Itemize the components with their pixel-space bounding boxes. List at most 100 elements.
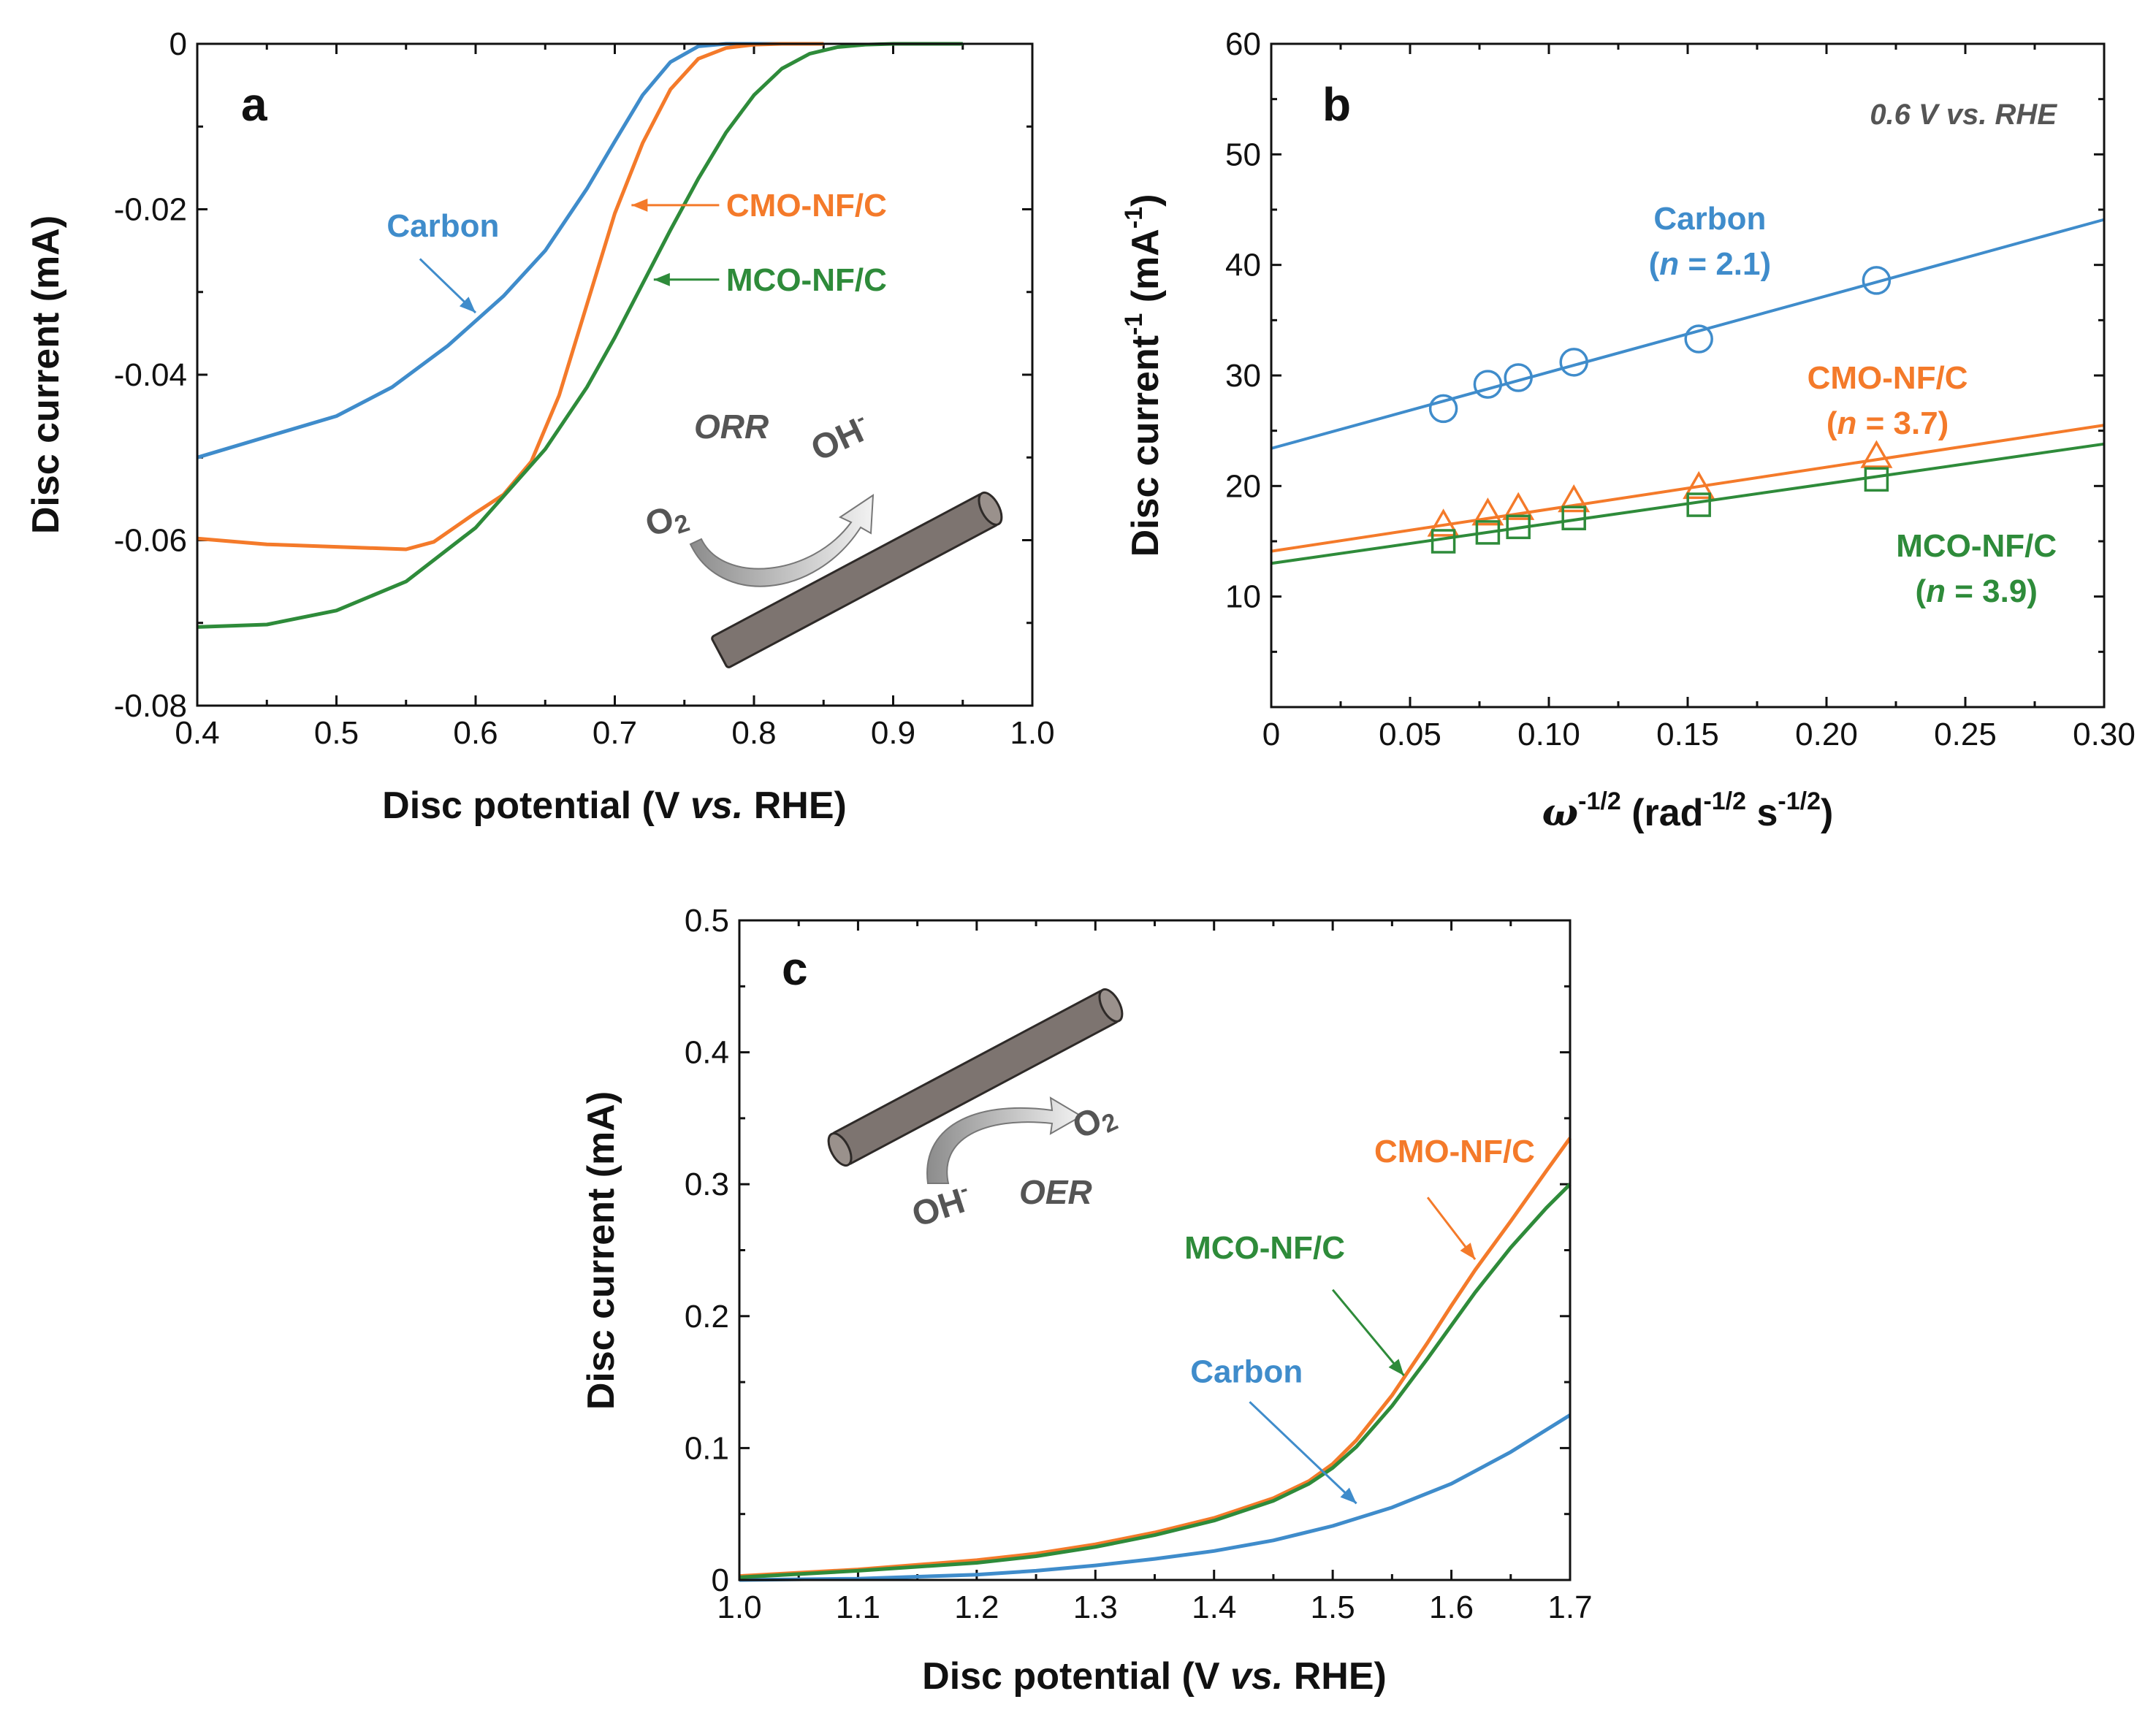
- y-tick-label: 60: [1225, 26, 1261, 62]
- x-tick-label: 1.4: [1192, 1589, 1236, 1625]
- panel-a-letter: a: [241, 78, 267, 131]
- x-tick-label: 1.3: [1073, 1589, 1118, 1625]
- marker-mco-nf-c: [1475, 520, 1501, 545]
- x-tick-label: 0.10: [1517, 717, 1580, 752]
- marker-mco-nf-c: [1686, 492, 1711, 517]
- x-tick-label: 0.25: [1934, 717, 1997, 752]
- panel-b-ticks: 0 0.05 0.10 0.15 0.20 0.25 0.30 10 20 30 40 50 60: [1225, 26, 2136, 752]
- panel-b-condition: 0.6 V vs. RHE: [1870, 99, 2057, 131]
- panel-b-series: [1271, 218, 2105, 565]
- y-tick-label: 0.3: [685, 1167, 729, 1202]
- panel-b-annotations: Carbon (n = 2.1) CMO-NF/C (n = 3.7) MCO-NF/C…: [1649, 201, 2057, 609]
- panel-a-ticks: 0.4 0.5 0.6 0.7 0.8 0.9 1.0 0 -0.02 -0.04 -0.06 -0.…: [114, 26, 1055, 751]
- label-mco-nf-c: MCO-NF/C: [1184, 1230, 1345, 1266]
- marker-mco-nf-c: [1561, 505, 1586, 530]
- panel-c-ticks: 1.0 1.1 1.2 1.3 1.4 1.5 1.6 1.7 0 0.1 0.2 0.3 0.4 0.5: [685, 903, 1593, 1625]
- pointer-arrowhead: [1460, 1243, 1476, 1260]
- o2-label-a: O2: [641, 495, 693, 549]
- panel-a-inset: ORR O2 OH-: [641, 406, 1003, 668]
- orr-label: ORR: [694, 408, 769, 446]
- x-tick-label: 1.0: [1010, 715, 1054, 751]
- marker-cmo-nf-c: [1558, 484, 1591, 513]
- oer-curved-arrow: [926, 1096, 1083, 1184]
- panel-b-x-axis-label: ω-1/2 (rad-1/2 s-1/2): [1542, 787, 1834, 835]
- label-n-value: (n = 3.7): [1826, 405, 1949, 441]
- marker-mco-nf-c: [1864, 467, 1889, 492]
- marker-carbon: [1862, 266, 1892, 295]
- y-tick-label: -0.06: [114, 523, 187, 559]
- x-tick-label: 0.15: [1656, 717, 1719, 752]
- x-tick-label: 1.1: [836, 1589, 880, 1625]
- marker-mco-nf-c: [1506, 514, 1531, 540]
- y-tick-label: 30: [1225, 358, 1261, 394]
- panel-a-x-axis-label: Disc potential (V vs. RHE): [382, 785, 847, 827]
- marker-cmo-nf-c: [1683, 470, 1715, 500]
- panel-c-annotations: CMO-NF/C MCO-NF/C Carbon: [1184, 1134, 1535, 1505]
- marker-cmo-nf-c: [1860, 440, 1893, 468]
- marker-cmo-nf-c: [1471, 497, 1504, 526]
- fit-line-cmo-nf-c: [1271, 424, 2105, 553]
- x-tick-label: 1.6: [1429, 1589, 1474, 1625]
- y-tick-label: 0.1: [685, 1430, 729, 1466]
- series-line-carbon: [739, 1413, 1572, 1582]
- series-line-mco-nf-c: [739, 1183, 1572, 1579]
- svg-text:O2: O2: [641, 495, 693, 549]
- svg-text:O2: O2: [1067, 1094, 1122, 1150]
- panel-c-y-axis-label: Disc current (mA): [580, 1091, 622, 1410]
- y-tick-label: -0.02: [114, 192, 187, 228]
- label-cmo-nf-c: CMO-NF/C: [1374, 1134, 1535, 1169]
- label-carbon: Carbon: [1653, 201, 1766, 237]
- x-tick-label: 1.7: [1547, 1589, 1592, 1625]
- panel-c-inset: OER OH- O2: [827, 988, 1124, 1235]
- x-tick-label: 0: [1262, 717, 1280, 752]
- panel-c-series: [739, 1137, 1572, 1582]
- panel-a-annotations: Carbon CMO-NF/C MCO-NF/C: [386, 188, 887, 314]
- marker-carbon: [1684, 324, 1713, 354]
- x-tick-label: 0.6: [453, 715, 498, 751]
- panel-b-letter: b: [1322, 78, 1351, 131]
- panel-a-frame: [196, 42, 1034, 707]
- x-tick-label: 0.7: [593, 715, 637, 751]
- nanofiber-rod-c: [827, 988, 1124, 1167]
- oer-label: OER: [1019, 1173, 1092, 1211]
- label-cmo-nf-c: CMO-NF/C: [726, 188, 887, 224]
- oh-label-a: OH-: [804, 406, 876, 469]
- y-tick-label: 0.2: [685, 1299, 729, 1335]
- marker-cmo-nf-c: [1502, 492, 1535, 520]
- y-tick-label: 40: [1225, 248, 1261, 283]
- pointer-arrowhead: [631, 198, 648, 212]
- panel-c: 1.0 1.1 1.2 1.3 1.4 1.5 1.6 1.7 0 0.1 0.2 0.3 0.4 0.5…: [580, 903, 1593, 1698]
- orr-curved-arrow: [689, 494, 875, 587]
- panel-c-x-axis-label: Disc potential (V vs. RHE): [922, 1655, 1387, 1698]
- marker-carbon: [1559, 348, 1588, 377]
- svg-text:OH-: OH-: [804, 406, 876, 469]
- y-tick-label: 0: [712, 1562, 729, 1598]
- y-tick-label: 0.4: [685, 1035, 729, 1071]
- pointer-arrowhead: [1388, 1359, 1404, 1376]
- label-carbon: Carbon: [386, 208, 499, 244]
- label-n-value: (n = 3.9): [1915, 573, 2038, 609]
- pointer-arrowhead: [459, 297, 476, 313]
- marker-carbon: [1473, 370, 1503, 399]
- oh-label-c: OH-: [907, 1177, 977, 1235]
- pointer-arrow: [1331, 1289, 1405, 1377]
- x-tick-label: 0.9: [871, 715, 915, 751]
- nanofiber-rod-a: [711, 491, 1003, 668]
- x-tick-label: 1.2: [954, 1589, 999, 1625]
- series-line-cmo-nf-c: [197, 42, 824, 551]
- marker-cmo-nf-c: [1427, 508, 1460, 537]
- series-line-cmo-nf-c: [739, 1137, 1572, 1579]
- label-mco-nf-c: MCO-NF/C: [726, 262, 887, 298]
- marker-carbon: [1504, 363, 1533, 392]
- x-tick-label: 0.20: [1795, 717, 1858, 752]
- y-tick-label: 0.5: [685, 903, 729, 939]
- x-tick-label: 0.5: [314, 715, 359, 751]
- label-mco-nf-c: MCO-NF/C: [1896, 528, 2057, 564]
- panel-c-frame: [738, 919, 1572, 1581]
- marker-mco-nf-c: [1431, 529, 1456, 554]
- label-carbon: Carbon: [1190, 1354, 1303, 1390]
- y-tick-label: -0.08: [114, 688, 187, 724]
- panel-a-y-axis-label: Disc current (mA): [25, 215, 67, 534]
